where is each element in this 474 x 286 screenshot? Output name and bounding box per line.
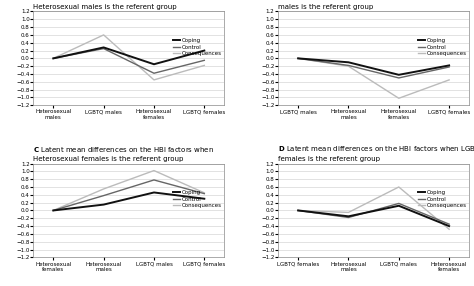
Legend: Coping, Control, Consequences: Coping, Control, Consequences bbox=[418, 38, 466, 56]
Legend: Coping, Control, Consequences: Coping, Control, Consequences bbox=[173, 190, 222, 208]
Text: $\bf{D}$ Latent mean differences on the HBI factors when LGBTQ
females is the re: $\bf{D}$ Latent mean differences on the … bbox=[278, 144, 474, 162]
Legend: Coping, Control, Consequences: Coping, Control, Consequences bbox=[173, 38, 222, 56]
Text: $\bf{B}$ Latent mean differences on the HBI factors when LGBTQ
males is the refe: $\bf{B}$ Latent mean differences on the … bbox=[278, 0, 474, 10]
Legend: Coping, Control, Consequences: Coping, Control, Consequences bbox=[418, 190, 466, 208]
Text: $\bf{C}$ Latent mean differences on the HBI factors when
Heterosexual females is: $\bf{C}$ Latent mean differences on the … bbox=[33, 145, 214, 162]
Text: $\bf{A}$ Latent mean differences on the HBI factors when
Heterosexual males is t: $\bf{A}$ Latent mean differences on the … bbox=[33, 0, 215, 10]
